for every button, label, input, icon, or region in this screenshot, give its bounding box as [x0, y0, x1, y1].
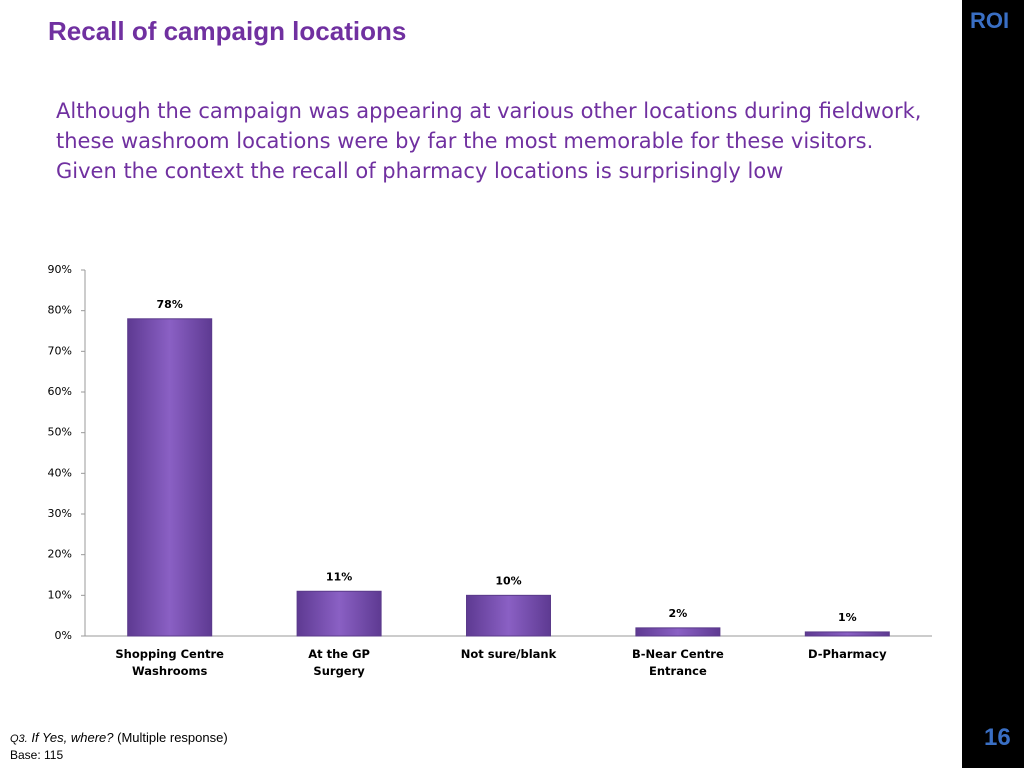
- bar: [127, 318, 213, 637]
- y-tick-label: 80%: [48, 304, 72, 317]
- y-tick-label: 60%: [48, 385, 72, 398]
- x-tick-label: B-Near Centre Entrance: [631, 647, 724, 678]
- value-label: 1%: [838, 611, 857, 624]
- bar: [296, 590, 382, 637]
- y-tick-label: 10%: [48, 588, 72, 601]
- footnote: Q3. If Yes, where? (Multiple response): [10, 730, 228, 745]
- y-tick-label: 20%: [48, 548, 72, 561]
- note: (Multiple response): [117, 730, 228, 745]
- value-label: 78%: [157, 298, 183, 311]
- base: Base: 115: [10, 748, 64, 762]
- y-tick-label: 0%: [55, 629, 72, 642]
- y-tick-label: 50%: [48, 426, 72, 439]
- bar: [466, 594, 551, 637]
- bar: [635, 627, 721, 637]
- bar: [804, 631, 890, 637]
- value-label: 2%: [669, 607, 688, 620]
- y-tick-label: 30%: [48, 507, 72, 520]
- y-tick-label: 70%: [48, 344, 72, 357]
- x-tick-label: Not sure/blank: [460, 647, 557, 661]
- x-tick-label: At the GP Surgery: [308, 647, 370, 678]
- question-number: Q3.: [10, 733, 28, 745]
- y-tick-label: 40%: [48, 466, 72, 479]
- x-tick-label: Shopping Centre Washrooms: [115, 647, 224, 678]
- x-tick-label: D-Pharmacy: [807, 647, 887, 661]
- side-strip: [962, 0, 1024, 768]
- page-number: 16: [984, 724, 1011, 751]
- y-tick-label: 90%: [48, 263, 72, 276]
- logo: ROI: [970, 8, 1010, 33]
- slide-title: Recall of campaign locations: [48, 16, 407, 46]
- chart: 0% 10% 20% 30% 40% 50% 60% 70% 80% 90% 78% 11% 10% 2%…: [48, 263, 932, 642]
- value-label: 10%: [495, 574, 521, 587]
- question: If Yes, where?: [31, 730, 114, 745]
- value-label: 11%: [326, 570, 352, 583]
- slide-body: Although the campaign was appearing at v…: [56, 99, 922, 183]
